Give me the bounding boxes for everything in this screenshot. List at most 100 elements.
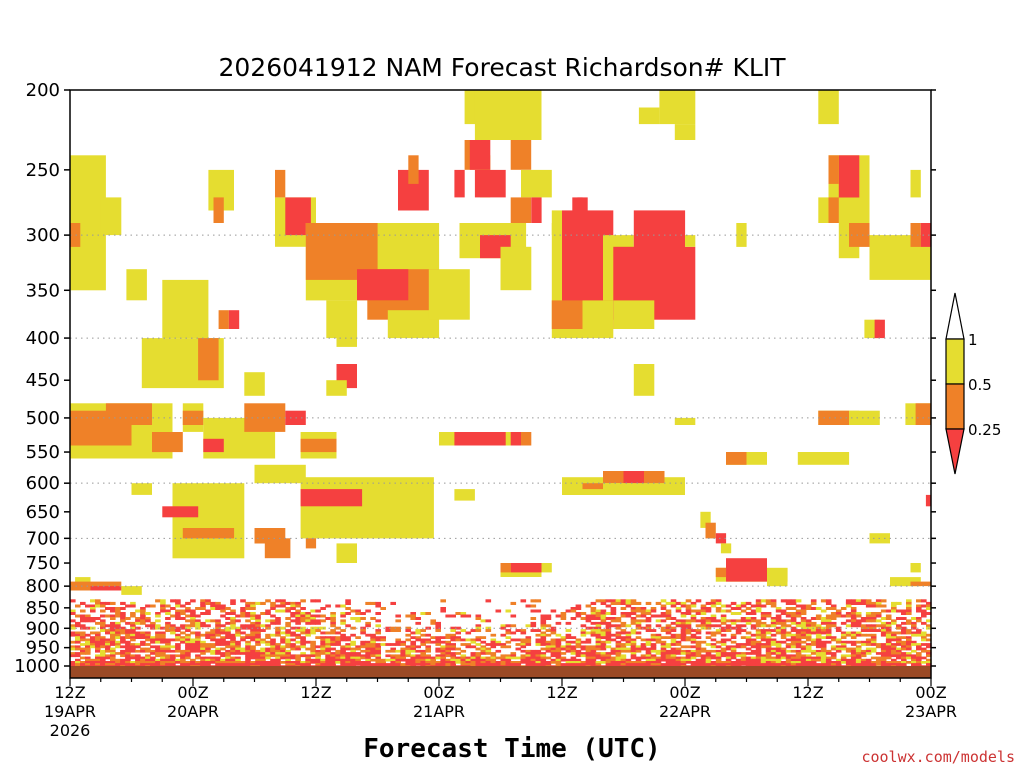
ri-cell xyxy=(510,601,517,605)
ri-cell xyxy=(870,640,877,644)
ri-cell xyxy=(575,645,582,649)
ri-cell xyxy=(250,645,256,649)
ri-cell xyxy=(235,640,241,644)
ri-cell xyxy=(185,661,191,664)
ri-cell xyxy=(685,612,692,615)
ri-cell xyxy=(365,621,371,625)
ri-cell xyxy=(255,643,261,646)
ri-cell xyxy=(515,643,522,646)
ri-cell xyxy=(660,604,667,608)
ri-cell xyxy=(80,601,86,605)
ri-cell xyxy=(240,631,246,635)
ri-cell xyxy=(625,663,632,666)
credit-link[interactable]: coolwx.com/models xyxy=(861,748,1015,766)
ri-cell xyxy=(765,629,772,632)
ri-cell xyxy=(755,643,762,646)
ri-cell xyxy=(375,652,381,655)
ri-cell xyxy=(810,663,817,666)
ri-cell xyxy=(445,643,451,646)
ri-cell xyxy=(395,626,401,630)
ri-cell xyxy=(745,631,752,635)
ri-cell xyxy=(515,663,522,666)
ri-cell xyxy=(315,663,321,666)
ri-cell xyxy=(735,619,742,623)
ri-cell xyxy=(135,649,141,653)
ri-cell xyxy=(100,601,106,605)
ri-cell xyxy=(365,658,371,662)
ri-cell xyxy=(485,647,492,651)
ri-cell xyxy=(675,656,682,660)
ri-cell xyxy=(162,279,209,339)
ri-cell xyxy=(805,661,812,664)
ri-cell xyxy=(870,636,877,639)
ri-cell xyxy=(300,645,306,649)
ri-cell xyxy=(375,663,381,666)
ri-cell xyxy=(820,663,827,666)
ri-cell xyxy=(891,663,897,666)
ri-cell xyxy=(95,647,101,651)
ri-cell xyxy=(535,599,542,603)
ri-cell xyxy=(295,629,301,632)
ri-cell xyxy=(355,617,361,620)
ri-cell xyxy=(90,636,96,639)
ri-cell xyxy=(365,661,371,664)
ri-cell xyxy=(130,638,136,642)
ri-cell xyxy=(770,647,777,651)
ri-cell xyxy=(850,612,857,615)
ri-cell xyxy=(896,654,902,658)
ri-cell xyxy=(690,656,697,660)
ri-cell xyxy=(485,599,492,603)
ri-cell xyxy=(135,663,141,666)
ri-cell xyxy=(765,647,772,651)
ri-cell xyxy=(115,633,121,637)
ri-cell xyxy=(290,604,296,608)
ri-cell xyxy=(175,658,181,662)
ri-cell xyxy=(645,661,652,664)
ri-cell xyxy=(435,656,441,660)
ri-cell xyxy=(635,661,642,664)
ri-cell xyxy=(375,645,381,649)
ri-cell xyxy=(635,601,642,605)
ri-cell xyxy=(300,619,306,623)
ri-cell xyxy=(390,601,396,605)
ri-cell xyxy=(865,633,872,637)
ri-cell xyxy=(896,640,902,644)
ri-cell xyxy=(760,612,767,615)
ri-cell xyxy=(500,563,511,573)
ri-cell xyxy=(240,626,246,630)
ri-cell xyxy=(195,645,201,649)
ri-cell xyxy=(540,631,547,635)
ri-cell xyxy=(300,612,306,615)
ri-cell xyxy=(795,661,802,664)
ri-cell xyxy=(550,649,557,653)
ri-cell xyxy=(835,640,842,644)
ri-cell xyxy=(875,643,882,646)
ri-cell xyxy=(580,617,587,620)
ri-cell xyxy=(590,649,597,653)
ri-cell xyxy=(90,658,96,662)
ri-cell xyxy=(765,649,772,653)
ri-cell xyxy=(160,607,166,610)
ri-cell xyxy=(921,621,927,625)
ri-cell xyxy=(445,614,451,618)
ri-cell xyxy=(585,604,592,608)
ri-cell xyxy=(336,329,357,347)
ri-cell xyxy=(605,661,612,664)
ri-cell xyxy=(780,624,787,628)
ri-cell xyxy=(740,619,747,623)
ri-cell xyxy=(540,661,547,664)
ri-cell xyxy=(195,656,201,660)
ri-cell xyxy=(135,636,141,639)
ri-cell xyxy=(720,543,732,554)
ri-cell xyxy=(95,599,101,603)
ri-cell xyxy=(825,629,832,632)
ri-cell xyxy=(315,629,321,632)
ri-cell xyxy=(715,654,722,658)
ri-cell xyxy=(145,633,151,637)
ri-cell xyxy=(460,654,467,658)
ri-cell xyxy=(200,612,206,615)
ri-cell xyxy=(70,612,76,615)
ri-cell xyxy=(590,633,597,637)
ri-cell xyxy=(730,640,737,644)
ri-cell xyxy=(390,661,396,664)
